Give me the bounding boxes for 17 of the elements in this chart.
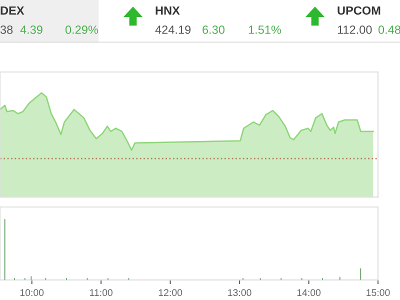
x-tick-label: 14:00 <box>297 289 321 296</box>
text: 38 <box>0 26 13 34</box>
x-tick-label: 11:00 <box>90 289 113 296</box>
text: 0.48 <box>378 26 400 34</box>
x-tick-label: 15:00 <box>366 289 390 296</box>
text: UPCOM <box>338 6 380 15</box>
x-tick-label: 10:00 <box>20 289 44 296</box>
text: HNX <box>156 6 180 15</box>
text: 112.00 <box>338 26 372 34</box>
x-tick-label: 12:00 <box>158 289 182 296</box>
x-tick-label: 13:00 <box>228 289 252 296</box>
text: DEX <box>0 6 24 15</box>
text: 0.29% <box>65 26 98 34</box>
text: 4.39 <box>20 26 42 34</box>
text: 1.51% <box>248 26 282 34</box>
text: 424.19 <box>155 26 191 34</box>
text: 6.30 <box>202 26 225 34</box>
